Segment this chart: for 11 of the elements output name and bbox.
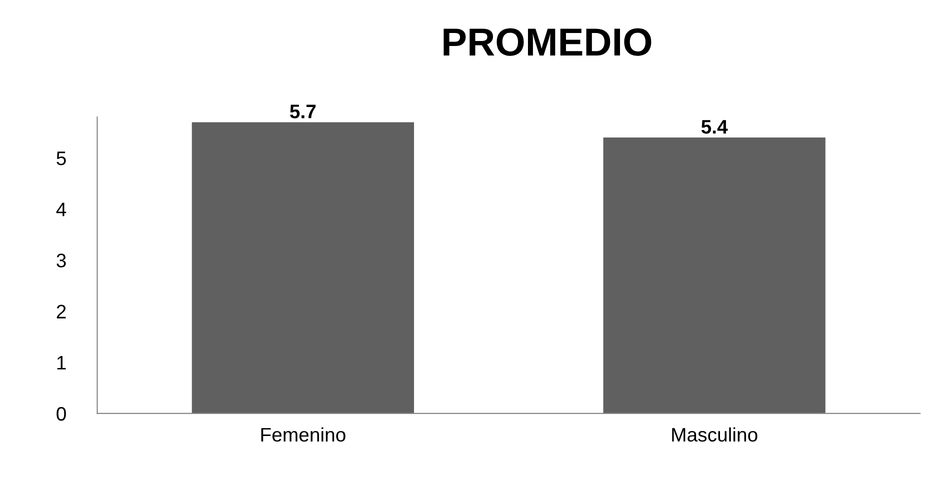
y-tick-label: 3	[56, 254, 66, 268]
data-label: 5.4	[701, 120, 728, 134]
data-label: 5.7	[290, 104, 316, 118]
y-tick-label: 2	[56, 304, 66, 318]
x-tick-label: Femenino	[261, 427, 346, 442]
x-tick-label: Masculino	[672, 427, 758, 442]
y-tick-label: 4	[56, 202, 66, 216]
y-tick-label: 1	[57, 356, 66, 370]
chart-title: PROMEDIO	[444, 28, 652, 56]
y-tick-label: 0	[56, 406, 66, 421]
y-tick-label: 5	[56, 152, 66, 166]
